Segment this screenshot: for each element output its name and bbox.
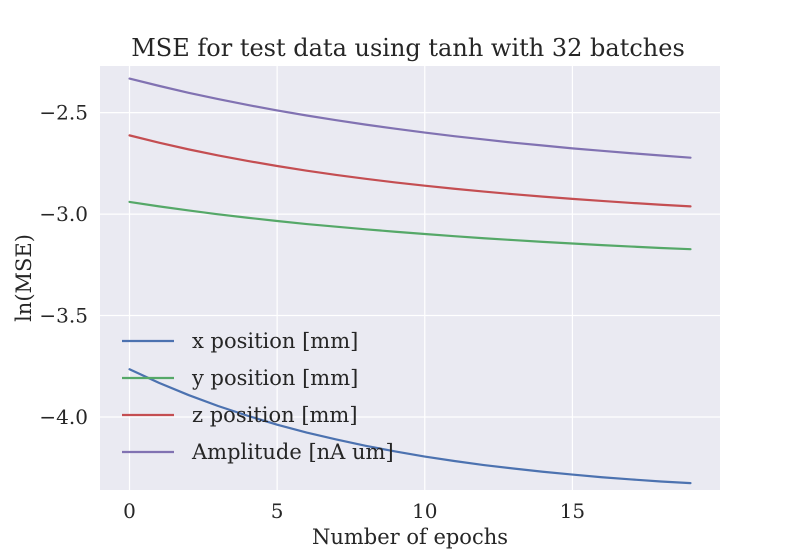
y-axis-label: ln(MSE) bbox=[12, 234, 36, 322]
series-line-0 bbox=[128, 368, 692, 485]
legend: x position [mm] y position [mm] z position… bbox=[122, 329, 394, 464]
legend-label-3: Amplitude [nA um] bbox=[191, 440, 394, 464]
x-axis-label: Number of epochs bbox=[312, 525, 508, 549]
y-tick-label: −3.5 bbox=[39, 304, 88, 328]
y-tick-label: −4.0 bbox=[39, 405, 88, 429]
legend-label-1: y position [mm] bbox=[191, 366, 358, 390]
x-tick-label: 15 bbox=[560, 499, 585, 523]
y-tick-label: −2.5 bbox=[39, 101, 88, 125]
series-line-1 bbox=[128, 200, 692, 251]
x-tick-label: 10 bbox=[412, 499, 437, 523]
x-axis-ticks: 0 5 10 15 bbox=[123, 499, 585, 523]
series-line-3 bbox=[128, 77, 692, 159]
x-tick-label: 0 bbox=[123, 499, 136, 523]
series-line-2 bbox=[128, 134, 692, 208]
legend-label-0: x position [mm] bbox=[192, 329, 358, 353]
grid bbox=[100, 66, 720, 490]
series-layer bbox=[128, 77, 692, 485]
x-tick-label: 5 bbox=[271, 499, 284, 523]
chart-title: MSE for test data using tanh with 32 bat… bbox=[131, 34, 685, 62]
y-tick-label: −3.0 bbox=[39, 202, 88, 226]
legend-label-2: z position [mm] bbox=[192, 403, 358, 427]
y-axis-ticks: −2.5 −3.0 −3.5 −4.0 bbox=[39, 101, 88, 429]
plot-area bbox=[100, 66, 720, 490]
